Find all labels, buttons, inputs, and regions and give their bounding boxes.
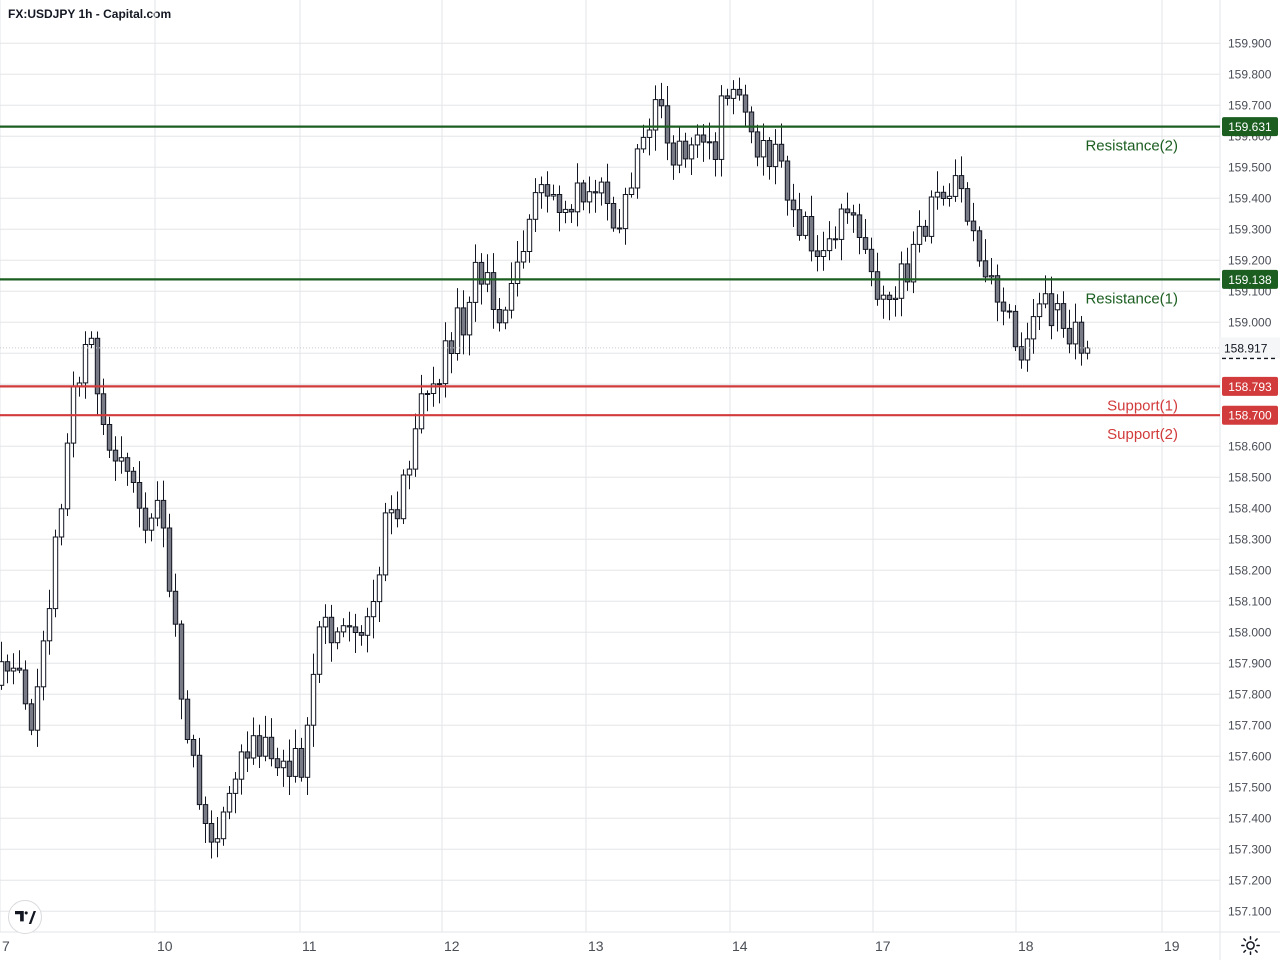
svg-text:157.100: 157.100 [1228,905,1272,919]
svg-text:Support(2): Support(2) [1107,426,1178,443]
svg-text:19: 19 [1164,938,1180,954]
svg-text:159.400: 159.400 [1228,192,1272,206]
svg-text:157.500: 157.500 [1228,781,1272,795]
svg-text:159.800: 159.800 [1228,68,1272,82]
svg-text:12: 12 [444,938,460,954]
svg-text:159.000: 159.000 [1228,316,1272,330]
svg-text:157.700: 157.700 [1228,719,1272,733]
svg-text:158.300: 158.300 [1228,533,1272,547]
svg-text:10: 10 [157,938,173,954]
svg-text:158.100: 158.100 [1228,595,1272,609]
svg-text:159.700: 159.700 [1228,99,1272,113]
svg-text:11: 11 [302,938,317,954]
svg-text:157.300: 157.300 [1228,843,1272,857]
svg-text:157.400: 157.400 [1228,812,1272,826]
svg-text:17: 17 [875,938,891,954]
svg-text:Resistance(1): Resistance(1) [1085,290,1178,307]
svg-text:158.000: 158.000 [1228,626,1272,640]
svg-text:Support(1): Support(1) [1107,397,1178,414]
svg-text:159.200: 159.200 [1228,254,1272,268]
svg-text:159.631: 159.631 [1228,120,1272,134]
svg-text:157.800: 157.800 [1228,688,1272,702]
svg-text:159.900: 159.900 [1228,37,1272,51]
svg-text:158.793: 158.793 [1228,380,1272,394]
svg-text:158.600: 158.600 [1228,440,1272,454]
svg-text:159.138: 159.138 [1228,273,1272,287]
svg-text:14: 14 [732,938,748,954]
svg-text:18: 18 [1018,938,1034,954]
svg-text:158.400: 158.400 [1228,502,1272,516]
svg-text:158.917: 158.917 [1224,341,1268,355]
svg-text:158.700: 158.700 [1228,409,1272,423]
svg-text:159.300: 159.300 [1228,223,1272,237]
svg-text:7: 7 [2,938,10,954]
svg-text:157.900: 157.900 [1228,657,1272,671]
svg-text:13: 13 [588,938,604,954]
svg-text:157.600: 157.600 [1228,750,1272,764]
svg-text:158.200: 158.200 [1228,564,1272,578]
svg-text:159.500: 159.500 [1228,161,1272,175]
svg-text:157.200: 157.200 [1228,874,1272,888]
svg-text:158.500: 158.500 [1228,471,1272,485]
svg-text:Resistance(2): Resistance(2) [1085,138,1178,155]
